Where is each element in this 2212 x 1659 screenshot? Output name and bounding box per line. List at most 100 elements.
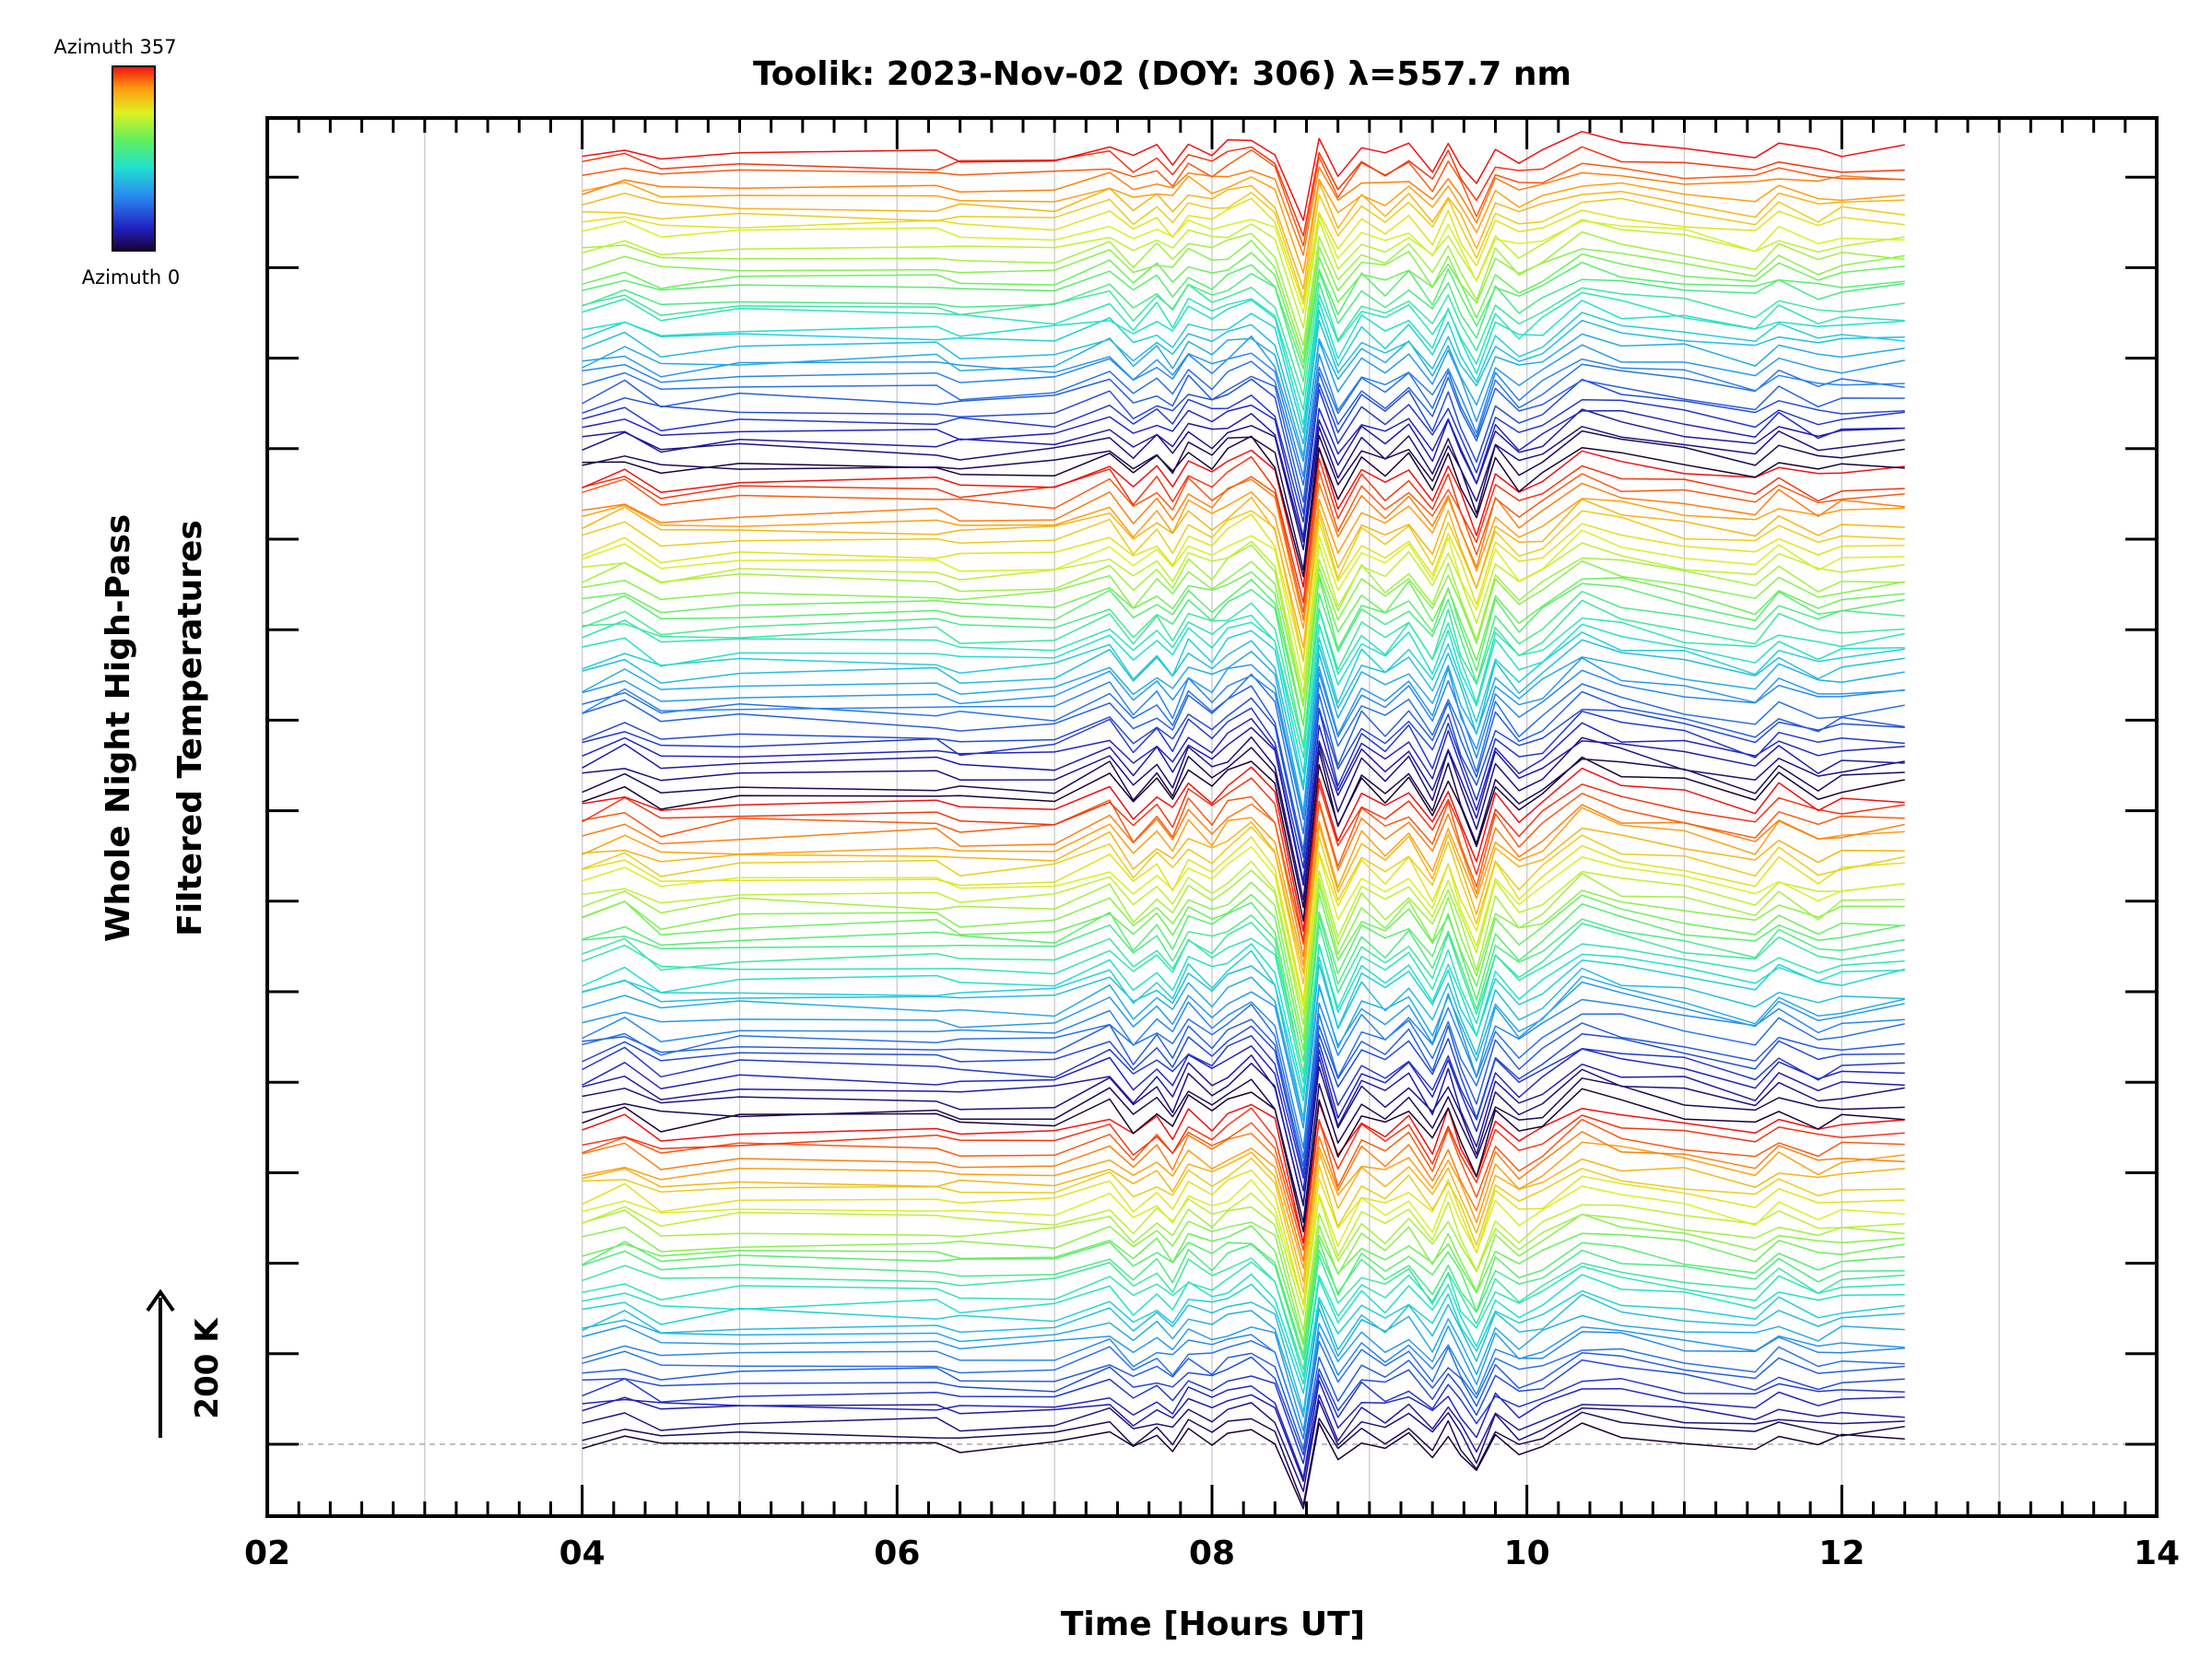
temperature-trace xyxy=(582,608,1905,759)
temperature-trace xyxy=(582,1003,1905,1159)
temperature-trace xyxy=(582,656,1905,817)
temperature-trace xyxy=(582,447,1905,588)
temperature-trace xyxy=(582,629,1905,787)
x-tick-label: 14 xyxy=(2134,1535,2180,1572)
temperature-trace xyxy=(582,371,1905,503)
temperature-trace xyxy=(582,1293,1905,1413)
colorbar: Azimuth 357 Azimuth 0 xyxy=(53,36,180,288)
temperature-trace xyxy=(582,1118,1905,1252)
temperature-trace xyxy=(582,860,1905,1016)
temperature-trace xyxy=(582,685,1905,852)
temperature-trace xyxy=(582,1373,1905,1465)
temperature-trace xyxy=(582,469,1905,614)
temperature-trace xyxy=(582,735,1905,901)
temperature-trace xyxy=(582,1158,1905,1293)
temperature-trace xyxy=(582,299,1905,426)
temperature-trace xyxy=(582,747,1905,909)
grid-lines xyxy=(267,118,2157,1516)
temperature-trace xyxy=(582,963,1905,1120)
temperature-trace xyxy=(582,1261,1905,1378)
temperature-trace xyxy=(582,1131,1905,1262)
temperature-trace xyxy=(582,621,1905,774)
temperature-trace xyxy=(582,1213,1905,1342)
temperature-trace xyxy=(582,651,1905,813)
temperature-trace xyxy=(582,943,1905,1094)
temperature-trace xyxy=(582,214,1905,314)
temperature-trace xyxy=(582,726,1905,887)
temperature-trace xyxy=(582,571,1905,725)
temperature-trace xyxy=(582,1356,1905,1456)
temperature-trace xyxy=(582,252,1905,364)
temperature-trace xyxy=(582,869,1905,1026)
temperature-trace xyxy=(582,803,1905,958)
temperature-trace xyxy=(582,455,1905,604)
temperature-trace xyxy=(582,998,1905,1149)
temperature-trace xyxy=(582,1283,1905,1394)
temperature-trace xyxy=(582,1054,1905,1206)
temperature-trace xyxy=(582,435,1905,578)
temperature-trace xyxy=(582,1394,1905,1483)
temperature-trace xyxy=(582,1243,1905,1360)
temperature-trace xyxy=(582,408,1905,543)
temperature-trace xyxy=(582,1400,1905,1492)
temperature-trace xyxy=(582,707,1905,869)
temperature-traces xyxy=(582,130,1905,1510)
temperature-trace xyxy=(582,404,1905,538)
temperature-trace xyxy=(582,806,1905,966)
temperature-trace xyxy=(582,922,1905,1075)
temperature-trace xyxy=(582,1239,1905,1356)
temperature-trace xyxy=(582,949,1905,1102)
temperature-trace xyxy=(582,491,1905,629)
temperature-trace xyxy=(582,821,1905,974)
temperature-trace xyxy=(582,1308,1905,1418)
temperature-trace xyxy=(582,975,1905,1122)
temperature-trace xyxy=(582,175,1905,275)
temperature-trace xyxy=(582,1169,1905,1305)
scale-marker-arrow-head xyxy=(146,1288,175,1312)
temperature-trace xyxy=(582,756,1905,923)
temperature-trace xyxy=(582,1035,1905,1179)
temperature-trace xyxy=(582,1107,1905,1244)
temperature-trace xyxy=(582,270,1905,382)
temperature-trace xyxy=(582,388,1905,523)
chart-title: Toolik: 2023-Nov-02 (DOY: 306) λ=557.7 n… xyxy=(753,55,1571,93)
temperature-trace xyxy=(582,130,1905,221)
temperature-trace xyxy=(582,148,1905,247)
temperature-trace xyxy=(582,513,1905,663)
temperature-trace xyxy=(582,1273,1905,1385)
temperature-trace xyxy=(582,1192,1905,1316)
temperature-trace xyxy=(582,181,1905,290)
temperature-trace xyxy=(582,697,1905,859)
temperature-trace xyxy=(582,777,1905,942)
scale-marker: 200 K xyxy=(146,1288,226,1438)
temperature-trace xyxy=(582,166,1905,256)
temperature-trace xyxy=(582,544,1905,704)
temperature-trace xyxy=(582,1380,1905,1479)
temperature-trace xyxy=(582,510,1905,661)
y-axis-label-line1: Whole Night High-Pass xyxy=(100,514,137,942)
temperature-trace xyxy=(582,240,1905,356)
x-axis-label: Time [Hours UT] xyxy=(1061,1606,1365,1643)
temperature-trace xyxy=(582,559,1905,708)
x-tick-labels: 02 04 06 08 10 12 14 xyxy=(244,1535,2180,1572)
temperature-trace xyxy=(582,937,1905,1084)
temperature-trace xyxy=(582,1062,1905,1206)
temperature-trace xyxy=(582,1254,1905,1371)
temperature-trace xyxy=(582,319,1905,445)
temperature-trace xyxy=(582,1206,1905,1332)
temperature-trace xyxy=(582,914,1905,1076)
temperature-trace xyxy=(582,478,1905,621)
temperature-trace xyxy=(582,192,1905,300)
temperature-trace xyxy=(582,576,1905,727)
temperature-trace xyxy=(582,425,1905,551)
temperature-trace xyxy=(582,429,1905,571)
temperature-trace xyxy=(582,1331,1905,1440)
temperature-trace xyxy=(582,589,1905,747)
temperature-trace xyxy=(582,1351,1905,1451)
temperature-trace xyxy=(582,352,1905,477)
plot-frame xyxy=(265,116,2159,1518)
temperature-trace xyxy=(582,335,1905,463)
temperature-trace xyxy=(582,1018,1905,1168)
temperature-trace xyxy=(582,1323,1905,1432)
